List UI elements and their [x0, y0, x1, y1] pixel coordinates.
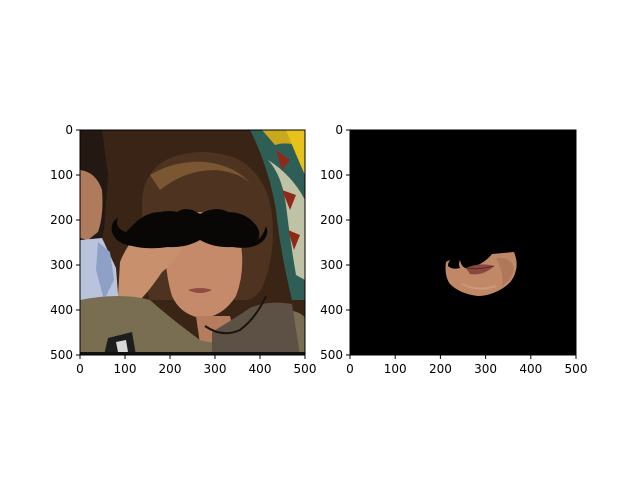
- x-tick-label: 500: [294, 362, 317, 376]
- x-tick-label: 0: [76, 362, 84, 376]
- x-tick-label: 400: [249, 362, 272, 376]
- x-tick-label: 400: [519, 362, 542, 376]
- y-tick-label: 400: [320, 303, 343, 317]
- x-tick-label: 500: [565, 362, 588, 376]
- x-tick-label: 200: [159, 362, 182, 376]
- y-tick-label: 0: [335, 123, 343, 137]
- x-tick-label: 0: [346, 362, 354, 376]
- y-tick-label: 300: [50, 258, 73, 272]
- y-tick-label: 300: [320, 258, 343, 272]
- x-tick-label: 100: [384, 362, 407, 376]
- y-tick-label: 100: [50, 168, 73, 182]
- y-tick-label: 200: [320, 213, 343, 227]
- x-tick-label: 300: [204, 362, 227, 376]
- y-tick-label: 500: [50, 348, 73, 362]
- x-tick-label: 300: [474, 362, 497, 376]
- photo-image: [80, 130, 305, 355]
- mask-image: [350, 130, 576, 355]
- y-tick-label: 100: [320, 168, 343, 182]
- x-tick-label: 200: [429, 362, 452, 376]
- y-tick-label: 0: [65, 123, 73, 137]
- y-tick-label: 400: [50, 303, 73, 317]
- x-tick-label: 100: [114, 362, 137, 376]
- y-tick-label: 500: [320, 348, 343, 362]
- y-tick-label: 200: [50, 213, 73, 227]
